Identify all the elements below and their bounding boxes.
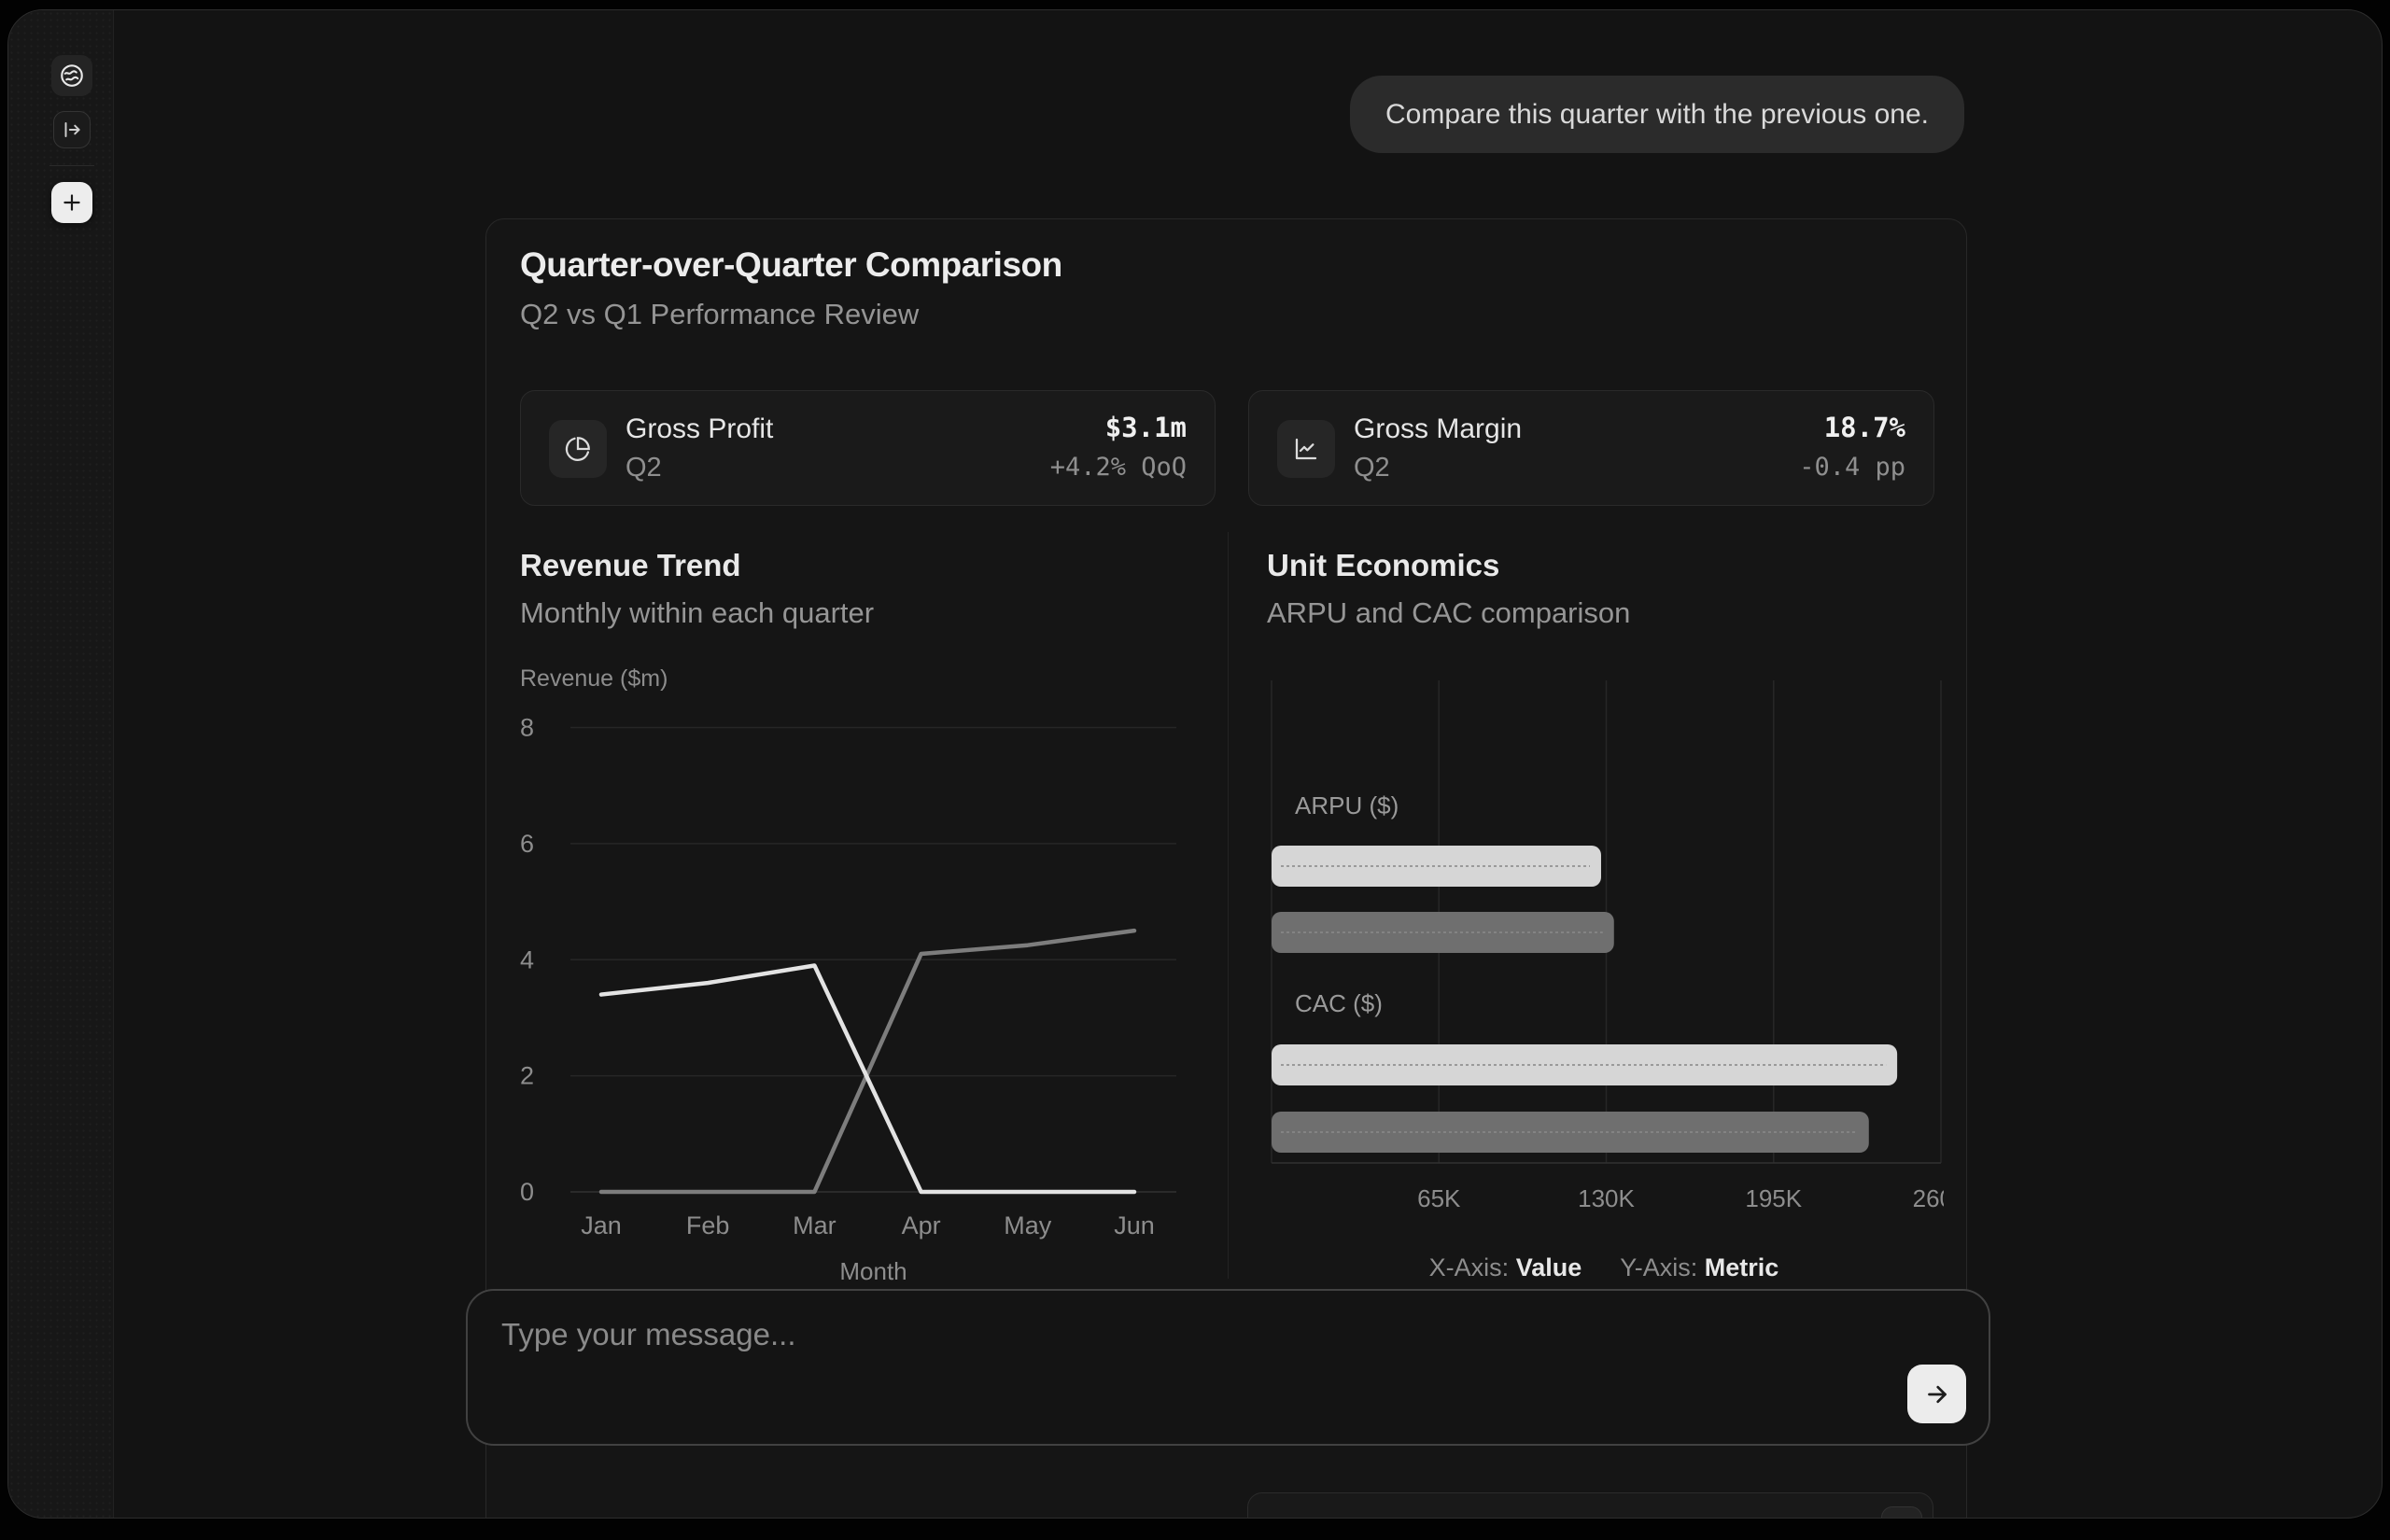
expand-right-arrow-icon: [60, 118, 84, 142]
chart-column-divider: [1228, 532, 1229, 1279]
collapse-sidebar-button[interactable]: [53, 111, 91, 148]
message-input-container: [466, 1289, 1990, 1446]
app-window: Compare this quarter with the previous o…: [7, 9, 2383, 1519]
x-axis-title: Month: [839, 1257, 907, 1285]
plus-icon: [60, 190, 84, 215]
bar-group-label: CAC ($): [1295, 989, 1383, 1017]
x-tick-label: May: [1004, 1211, 1052, 1239]
y-axis-title: Revenue ($m): [520, 665, 668, 692]
chart-line-icon: [1291, 434, 1321, 464]
metric-delta: -0.4 pp: [1799, 453, 1905, 482]
metric-card-gross-profit: Gross Profit Q2 $3.1m +4.2% QoQ: [520, 390, 1216, 506]
bar-light-0: [1272, 846, 1601, 887]
x-axis-label: X-Axis:: [1428, 1253, 1510, 1281]
y-axis-label: Y-Axis:: [1620, 1253, 1698, 1281]
sidebar-divider: [49, 165, 94, 166]
metric-icon-tile: [1277, 420, 1335, 478]
metric-value: $3.1m: [1104, 412, 1187, 443]
x-axis-value: Value: [1515, 1253, 1582, 1281]
unit-economics-title: Unit Economics: [1267, 548, 1500, 582]
pie-chart-icon: [563, 434, 593, 464]
bar-light-1: [1272, 1044, 1898, 1085]
x-tick-label: 195K: [1745, 1184, 1802, 1212]
x-tick-label: Jun: [1114, 1211, 1155, 1239]
metric-value: 18.7%: [1823, 412, 1905, 443]
card-title: Quarter-over-Quarter Comparison: [520, 245, 1062, 284]
metric-period: Q2: [1354, 453, 1390, 483]
logo-sphere-icon: [58, 62, 86, 90]
qoq-comparison-card: Quarter-over-Quarter Comparison Q2 vs Q1…: [485, 218, 1967, 1518]
metric-title: Gross Margin: [1354, 413, 1523, 444]
new-chat-button[interactable]: [51, 182, 92, 223]
x-tick-label: 65K: [1417, 1184, 1461, 1212]
bar-group-label: ARPU ($): [1295, 791, 1399, 819]
y-tick-label: 2: [520, 1062, 534, 1090]
card-subtitle: Q2 vs Q1 Performance Review: [520, 298, 920, 330]
revenue-trend-line-chart: 8 6 4 2 0 Jan Feb Mar Apr May Jun Month: [520, 714, 1176, 1285]
x-tick-label: 130K: [1578, 1184, 1635, 1212]
axis-footer: X-Axis: Value Y-Axis: Metric: [1267, 1253, 1941, 1282]
unit-economics-bar-chart: 65K 130K 195K 260K ARPU ($) CAC ($): [1271, 680, 1944, 1212]
partial-icon-tile: [1881, 1506, 1922, 1518]
y-tick-label: 4: [520, 945, 534, 973]
x-tick-label: 260K: [1913, 1184, 1944, 1212]
bar-dark-0: [1272, 912, 1614, 953]
y-tick-label: 0: [520, 1178, 534, 1206]
y-tick-label: 6: [520, 830, 534, 858]
x-tick-label: Feb: [686, 1211, 730, 1239]
next-card-partial: [1247, 1492, 1933, 1518]
arrow-right-icon: [1921, 1379, 1953, 1410]
send-button[interactable]: [1907, 1365, 1966, 1423]
sidebar: [8, 10, 114, 1518]
revenue-trend-subtitle: Monthly within each quarter: [520, 596, 875, 629]
message-input[interactable]: [468, 1291, 1989, 1444]
metric-card-gross-margin: Gross Margin Q2 18.7% -0.4 pp: [1248, 390, 1934, 506]
unit-economics-subtitle: ARPU and CAC comparison: [1267, 596, 1631, 629]
line-series-Q2: [598, 928, 1137, 1195]
metric-title: Gross Profit: [626, 413, 774, 444]
app-logo-button[interactable]: [51, 55, 92, 96]
metric-period: Q2: [626, 453, 662, 483]
x-tick-label: Mar: [793, 1211, 836, 1239]
x-tick-label: Apr: [902, 1211, 941, 1239]
revenue-trend-title: Revenue Trend: [520, 548, 741, 582]
metric-icon-tile: [549, 420, 607, 478]
y-axis-value: Metric: [1704, 1253, 1779, 1281]
x-tick-label: Jan: [581, 1211, 622, 1239]
line-series-Q1: [598, 963, 1137, 1195]
metric-delta: +4.2% QoQ: [1049, 453, 1187, 482]
y-tick-label: 8: [520, 714, 534, 742]
user-message-text: Compare this quarter with the previous o…: [1385, 98, 1929, 130]
bar-dark-1: [1272, 1112, 1869, 1153]
user-message-bubble: Compare this quarter with the previous o…: [1350, 76, 1964, 153]
